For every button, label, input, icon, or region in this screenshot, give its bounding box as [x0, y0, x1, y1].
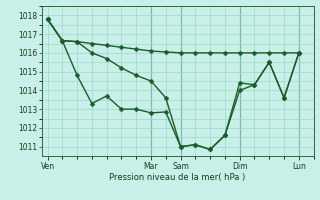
X-axis label: Pression niveau de la mer( hPa ): Pression niveau de la mer( hPa ) — [109, 173, 246, 182]
